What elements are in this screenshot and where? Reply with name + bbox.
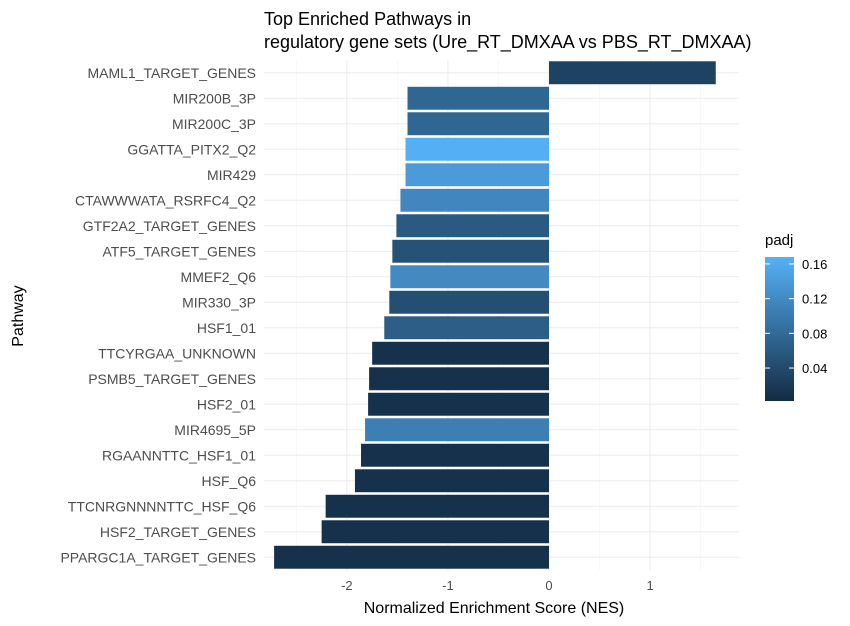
bar-mir429 [405,163,549,187]
legend-title: padj [765,232,793,249]
bar-atf5-target-genes [392,239,549,263]
chart-title-line-1: Top Enriched Pathways in [264,9,471,29]
y-tick-label: MIR429 [207,167,256,183]
bar-gtf2a2-target-genes [396,214,549,238]
padj-legend: padj 0.04 0.08 0.12 0.16 [765,232,827,401]
bar-ctawwwata-rsrfc4-q2 [400,188,549,212]
bar-mir200b-3p [407,86,549,110]
y-tick-label: TTCNRGNNNNTTC_HSF_Q6 [68,498,256,514]
y-tick-label: MIR4695_5P [174,422,256,438]
y-tick-label: TTCYRGAA_UNKNOWN [98,345,256,361]
bar-ttcyrgaa-unknown [372,341,549,365]
y-tick-label: GTF2A2_TARGET_GENES [83,218,256,234]
bar-psmb5-target-genes [369,367,549,391]
y-tick-label: MAML1_TARGET_GENES [87,65,256,81]
bar-mir330-3p [389,290,549,314]
x-axis-title: Normalized Enrichment Score (NES) [364,600,625,617]
y-tick-label: ATF5_TARGET_GENES [102,243,256,259]
bar-hsf2-01 [368,392,549,416]
bar-maml1-target-genes [549,61,716,85]
y-tick-label: MIR200C_3P [172,116,256,132]
bar-hsf2-target-genes [321,520,549,544]
y-tick-label: HSF2_TARGET_GENES [100,524,256,540]
bar-ttcnrgnnnnttc-hsf-q6 [325,494,549,518]
y-tick-label: MMEF2_Q6 [181,269,257,285]
x-tick-label: 0 [545,578,552,593]
bar-ggatta-pitx2-q2 [405,137,549,161]
y-axis-tick-labels: MAML1_TARGET_GENES MIR200B_3P MIR200C_3P GG… [60,65,256,566]
legend-colorbar [765,257,794,401]
bar-mir4695-5p [365,418,549,442]
y-tick-label: CTAWWWATA_RSRFC4_Q2 [75,192,256,208]
bar-hsf1-01 [384,316,549,340]
legend-tick-label: 0.16 [802,257,827,272]
y-tick-label: PSMB5_TARGET_GENES [88,371,256,387]
y-tick-label: RGAANNTTC_HSF1_01 [102,447,256,463]
x-tick-label: -2 [341,578,353,593]
y-axis-title: Pathway [10,285,27,346]
bar-rgaannttc-hsf1-01 [361,443,549,467]
bars [274,61,716,569]
y-tick-label: MIR200B_3P [173,90,256,106]
legend-ticks: 0.04 0.08 0.12 0.16 [765,257,827,376]
y-tick-label: HSF1_01 [197,320,256,336]
y-tick-label: MIR330_3P [182,294,256,310]
y-tick-label: HSF_Q6 [202,473,257,489]
bar-ppargc1a-target-genes [274,545,549,569]
legend-tick-label: 0.08 [802,326,827,341]
chart-title-line-2: regulatory gene sets (Ure_RT_DMXAA vs PB… [264,32,752,53]
x-tick-label: -1 [442,578,454,593]
y-tick-label: PPARGC1A_TARGET_GENES [60,549,256,565]
bar-mmef2-q6 [390,265,549,289]
grid-lines [264,60,739,570]
y-tick-label: GGATTA_PITX2_Q2 [127,141,256,157]
x-tick-label: 1 [646,578,653,593]
legend-tick-label: 0.04 [802,361,827,376]
bar-hsf-q6 [354,469,549,493]
bar-mir200c-3p [407,112,549,136]
legend-tick-label: 0.12 [802,292,827,307]
x-axis-tick-labels: -2 -1 0 1 [341,578,654,593]
y-tick-label: HSF2_01 [197,396,256,412]
